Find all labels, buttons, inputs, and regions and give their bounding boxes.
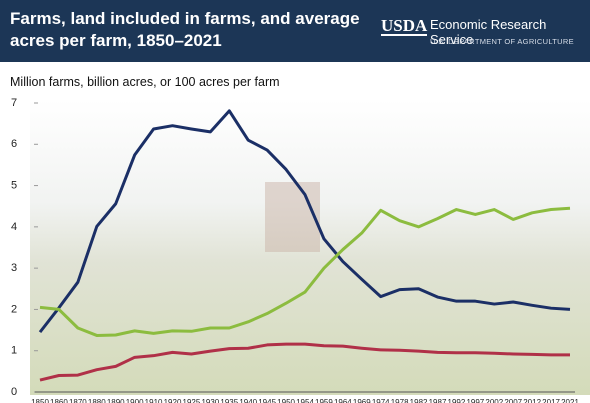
x-tick-label: 1982 [410, 398, 428, 403]
x-tick-label: 1959 [315, 398, 333, 403]
x-tick-label: 1880 [88, 398, 106, 403]
y-tick-label: 0 [11, 386, 17, 398]
x-tick-label: 1930 [201, 398, 219, 403]
x-tick-label: 1945 [258, 398, 276, 403]
x-tick-label: 1997 [466, 398, 484, 403]
x-tick-label: 1954 [296, 398, 314, 403]
header: Farms, land included in farms, and avera… [0, 0, 590, 62]
series-line [38, 109, 571, 334]
x-tick-label: 2021 [561, 398, 579, 403]
x-tick-label: 1910 [145, 398, 163, 403]
y-tick-label: 2 [11, 303, 17, 315]
x-tick-label: 1940 [239, 398, 257, 403]
series-line [39, 342, 570, 382]
x-tick-label: 1992 [448, 398, 466, 403]
y-axis-label: Million farms, billion acres, or 100 acr… [10, 75, 280, 89]
x-tick-label: 2017 [542, 398, 560, 403]
x-tick-label: 1978 [391, 398, 409, 403]
x-tick-label: 1920 [164, 398, 182, 403]
agency: Economic Research Service [430, 17, 547, 47]
x-tick-label: 1870 [69, 398, 87, 403]
x-tick-label: 1969 [353, 398, 371, 403]
x-tick-label: 1850 [31, 398, 49, 403]
tractor [265, 182, 320, 252]
x-tick-label: 2007 [504, 398, 522, 403]
x-tick-label: 1987 [429, 398, 447, 403]
title: Farms, land included in farms, and avera… [10, 9, 360, 50]
x-tick-label: 2002 [485, 398, 503, 403]
department: U.S. DEPARTMENT OF AGRICULTURE [430, 37, 574, 46]
y-tick-label: 6 [11, 138, 17, 150]
y-tick-label: 5 [11, 179, 17, 191]
x-tick-label: 1890 [107, 398, 125, 403]
x-tick-label: 1925 [183, 398, 201, 403]
y-tick-label: 3 [11, 262, 17, 274]
x-tick-label: 1964 [334, 398, 352, 403]
y-tick-label: 1 [11, 345, 17, 357]
x-tick-label: 1900 [126, 398, 144, 403]
y-tick-label: 4 [11, 221, 17, 233]
x-tick-label: 1935 [220, 398, 238, 403]
x-tick-label: 2012 [523, 398, 541, 403]
series-line [39, 206, 571, 337]
y-tick-label: 7 [11, 97, 17, 109]
logo: USDA [381, 16, 428, 36]
x-tick-label: 1860 [50, 398, 68, 403]
x-tick-label: 1974 [372, 398, 390, 403]
x-tick-label: 1950 [277, 398, 295, 403]
